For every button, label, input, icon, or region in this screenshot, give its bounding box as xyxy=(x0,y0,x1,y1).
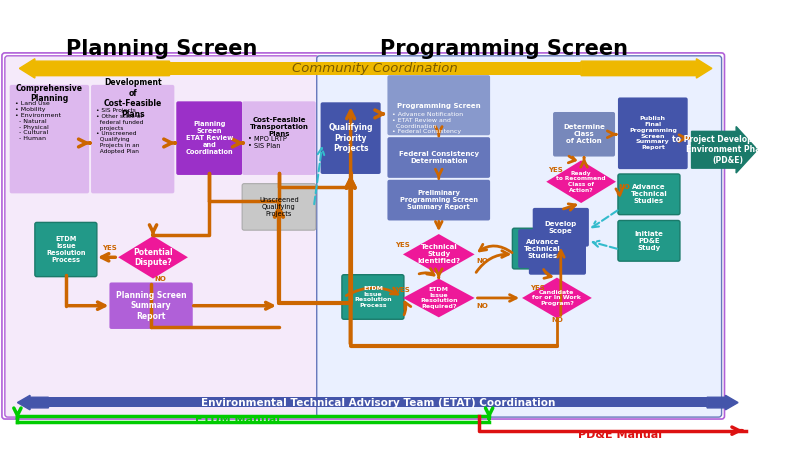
FancyArrow shape xyxy=(707,395,738,410)
Text: NO: NO xyxy=(476,303,488,309)
Text: Environmental Technical Advisory Team (ETAT) Coordination: Environmental Technical Advisory Team (E… xyxy=(201,398,555,407)
FancyArrow shape xyxy=(17,395,48,410)
FancyBboxPatch shape xyxy=(529,236,586,274)
FancyBboxPatch shape xyxy=(35,222,97,277)
FancyBboxPatch shape xyxy=(387,75,490,135)
Text: ETDM
Issue
Resolution
Required?: ETDM Issue Resolution Required? xyxy=(420,287,457,309)
FancyBboxPatch shape xyxy=(176,102,243,175)
FancyBboxPatch shape xyxy=(387,137,490,178)
FancyBboxPatch shape xyxy=(518,229,578,268)
Text: Ready
to Recommend
Class of
Action?: Ready to Recommend Class of Action? xyxy=(556,171,606,193)
Text: Determine
Class
of Action: Determine Class of Action xyxy=(563,124,605,144)
Text: Cost-Feasible
Transportation
Plans: Cost-Feasible Transportation Plans xyxy=(250,118,308,138)
FancyBboxPatch shape xyxy=(532,208,589,247)
FancyBboxPatch shape xyxy=(110,282,193,329)
Text: NO: NO xyxy=(154,275,166,282)
FancyBboxPatch shape xyxy=(5,56,318,417)
Text: ETDM Manual: ETDM Manual xyxy=(195,415,280,425)
Text: Potential
Dispute?: Potential Dispute? xyxy=(134,248,173,267)
Text: NO: NO xyxy=(476,258,488,264)
Polygon shape xyxy=(546,160,616,203)
FancyArrow shape xyxy=(581,59,712,78)
Text: YES: YES xyxy=(394,287,409,293)
Text: Programming Screen: Programming Screen xyxy=(397,103,480,109)
FancyBboxPatch shape xyxy=(91,85,175,193)
FancyBboxPatch shape xyxy=(387,180,490,220)
Text: Development
of
Cost-Feasible
Plans: Development of Cost-Feasible Plans xyxy=(103,78,162,118)
FancyBboxPatch shape xyxy=(342,274,404,319)
Text: Preliminary
Programming Screen
Summary Report: Preliminary Programming Screen Summary R… xyxy=(400,190,478,210)
Text: • Land Use
• Mobility
• Environment
  - Natural
  - Physical
  - Cultural
  - Hu: • Land Use • Mobility • Environment - Na… xyxy=(14,102,61,141)
Text: Advance
Technical
Studies: Advance Technical Studies xyxy=(630,184,668,204)
FancyBboxPatch shape xyxy=(243,102,316,175)
Text: to Project Development &
Environment Phase
(PD&E): to Project Development & Environment Pha… xyxy=(672,135,784,164)
Polygon shape xyxy=(403,234,475,274)
Text: Technical
Study
Identified?: Technical Study Identified? xyxy=(417,244,461,264)
FancyBboxPatch shape xyxy=(321,102,381,174)
Text: Publish
Final
Programming
Screen
Summary
Report: Publish Final Programming Screen Summary… xyxy=(629,116,677,150)
FancyBboxPatch shape xyxy=(2,53,724,419)
FancyBboxPatch shape xyxy=(317,56,721,417)
FancyArrow shape xyxy=(20,59,170,78)
Text: NO: NO xyxy=(619,184,630,189)
Text: Community Coordination: Community Coordination xyxy=(292,62,457,75)
FancyBboxPatch shape xyxy=(9,85,89,193)
Text: Develop
Scope: Develop Scope xyxy=(544,221,577,234)
Polygon shape xyxy=(522,278,592,318)
Text: Qualifying
Priority
Projects: Qualifying Priority Projects xyxy=(329,123,373,153)
Text: Initiate
PD&E
Study: Initiate PD&E Study xyxy=(634,231,664,251)
Bar xyxy=(170,62,581,75)
Text: Advance
Technical
Studies: Advance Technical Studies xyxy=(524,239,561,258)
Text: YES: YES xyxy=(547,167,562,173)
Text: • MPO LRTP
• SIS Plan: • MPO LRTP • SIS Plan xyxy=(248,136,287,149)
Polygon shape xyxy=(118,236,188,279)
Text: YES: YES xyxy=(530,285,545,291)
Polygon shape xyxy=(403,279,475,317)
FancyArrow shape xyxy=(691,126,758,173)
FancyBboxPatch shape xyxy=(243,184,316,230)
FancyBboxPatch shape xyxy=(553,112,615,157)
FancyBboxPatch shape xyxy=(618,174,680,215)
FancyBboxPatch shape xyxy=(618,220,680,261)
Text: Comprehensive
Planning: Comprehensive Planning xyxy=(16,84,83,103)
Text: Planning Screen: Planning Screen xyxy=(66,39,258,59)
Text: YES: YES xyxy=(102,244,117,251)
Text: Candidate
for or In Work
Program?: Candidate for or In Work Program? xyxy=(532,290,581,306)
Text: Federal Consistency
Determination: Federal Consistency Determination xyxy=(399,151,479,164)
Bar xyxy=(48,397,707,407)
FancyBboxPatch shape xyxy=(513,228,573,269)
Text: ETDM
Issue
Resolution
Process: ETDM Issue Resolution Process xyxy=(46,236,85,263)
FancyBboxPatch shape xyxy=(618,97,687,169)
Text: Unscreened
Qualifying
Projects: Unscreened Qualifying Projects xyxy=(259,197,299,217)
Text: ETDM
Issue
Resolution
Process: ETDM Issue Resolution Process xyxy=(354,286,392,308)
Text: Planning
Screen
ETAT Review
and
Coordination: Planning Screen ETAT Review and Coordina… xyxy=(186,121,233,155)
Text: Planning Screen
Summary
Report: Planning Screen Summary Report xyxy=(116,291,186,321)
Text: NO: NO xyxy=(551,317,562,323)
Text: PD&E Manual: PD&E Manual xyxy=(578,431,662,440)
Text: • SIS Projects
• Other state or
  federal funded
  projects
• Unscreened
  Quali: • SIS Projects • Other state or federal … xyxy=(96,108,143,154)
Text: • Advance Notification
• ETAT Review and
  Coordination
• Federal Consistency: • Advance Notification • ETAT Review and… xyxy=(393,112,464,134)
Text: Programming Screen: Programming Screen xyxy=(380,39,628,59)
Text: YES: YES xyxy=(394,242,409,248)
